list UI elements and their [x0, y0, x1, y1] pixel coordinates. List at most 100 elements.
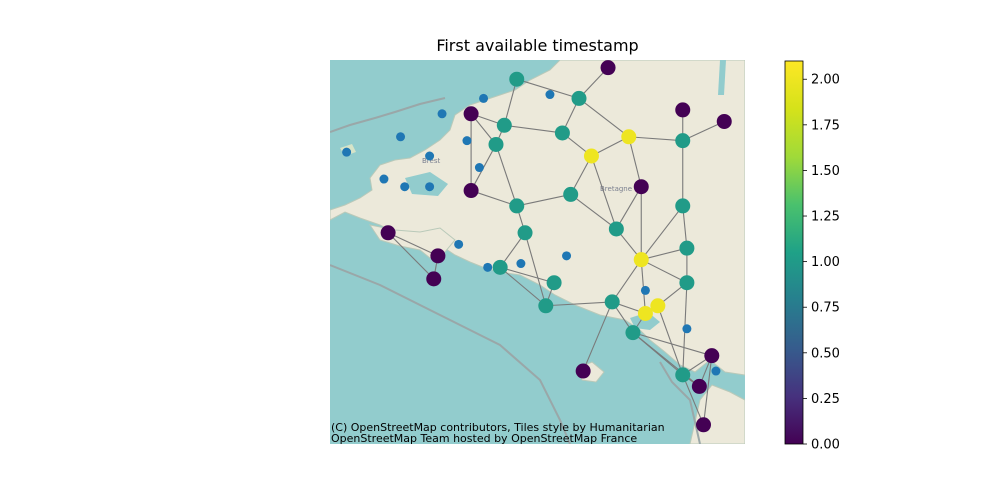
- network-node: [430, 248, 446, 264]
- unconnected-point: [640, 285, 650, 295]
- map-label-brest: Brest: [422, 157, 440, 165]
- network-edge: [582, 301, 613, 372]
- colorbar-tick-label: 0.50: [811, 346, 840, 361]
- network-node: [625, 325, 641, 341]
- unconnected-point: [682, 324, 692, 334]
- network-node: [538, 298, 554, 314]
- unconnected-point: [562, 251, 572, 261]
- network-edge: [682, 120, 725, 142]
- colorbar-tick-label: 0.75: [811, 301, 840, 316]
- network-edge: [499, 266, 547, 307]
- network-edge: [682, 374, 705, 426]
- map-label-bretagne: Bretagne: [600, 185, 632, 193]
- rance-estuary: [718, 60, 726, 95]
- network-node: [600, 60, 616, 76]
- network-node: [517, 225, 533, 241]
- network-edge: [641, 259, 688, 284]
- colorbar-tick-label: 1.00: [811, 255, 840, 270]
- network-node: [604, 294, 620, 310]
- unconnected-point: [545, 90, 555, 100]
- network-node: [675, 133, 691, 149]
- unconnected-point: [474, 163, 484, 173]
- network-node: [675, 367, 691, 383]
- network-edge: [702, 355, 713, 425]
- network-node: [426, 271, 442, 287]
- brittany-landmass: [330, 60, 745, 376]
- network-edge: [640, 205, 684, 261]
- network-edge: [504, 124, 563, 134]
- network-edge: [495, 144, 518, 207]
- network-node: [492, 259, 508, 275]
- network-node: [675, 102, 691, 118]
- maritime-boundary-north: [330, 97, 446, 133]
- network-edge: [524, 232, 547, 306]
- network-edge: [570, 193, 617, 230]
- network-node: [554, 125, 570, 141]
- unconnected-point: [711, 366, 721, 376]
- network-node: [691, 378, 707, 394]
- network-edge: [628, 136, 683, 142]
- colorbar-tick-label: 1.50: [811, 164, 840, 179]
- attribution-line-2: OpenStreetMap Team hosted by OpenStreetM…: [331, 432, 638, 445]
- network-node: [563, 186, 579, 202]
- unconnected-point: [425, 182, 435, 192]
- maritime-boundary: [330, 264, 571, 444]
- network-node: [675, 198, 691, 214]
- network-nodes: [380, 60, 732, 433]
- unconnected-point: [454, 239, 464, 249]
- network-edge: [578, 97, 630, 138]
- network-edge: [641, 247, 688, 261]
- network-node: [696, 417, 711, 433]
- network-edge: [516, 193, 571, 207]
- colorbar-tick-label: 0.25: [811, 392, 840, 407]
- network-node: [608, 221, 624, 237]
- network-node: [571, 90, 587, 106]
- network-edge: [615, 186, 642, 230]
- unconnected-point: [483, 262, 493, 272]
- maritime-boundary-south: [659, 361, 701, 444]
- unconnected-point: [516, 259, 526, 269]
- network-edge: [516, 78, 580, 99]
- colorbar-gradient: [784, 60, 804, 445]
- unconnected-point: [400, 182, 410, 192]
- colorbar-tick-label: 1.75: [811, 118, 840, 133]
- unconnected-point: [437, 109, 447, 119]
- network-node: [704, 348, 720, 364]
- network-edge: [499, 266, 555, 284]
- network-edge: [387, 232, 439, 257]
- network-node: [463, 106, 479, 122]
- network-node: [496, 117, 512, 133]
- unconnected-point: [396, 132, 406, 142]
- network-edge: [628, 136, 642, 187]
- unconnected-point: [462, 136, 472, 146]
- colorbar-tick-label: 0.00: [811, 438, 840, 453]
- network-node: [621, 129, 637, 145]
- network-edge: [503, 79, 518, 126]
- network-edge: [387, 232, 435, 280]
- colorbar-tick-label: 1.25: [811, 210, 840, 225]
- basemap: Brest Bretagne: [330, 60, 745, 444]
- figure-title: First available timestamp: [436, 36, 639, 55]
- network-node: [633, 179, 649, 195]
- network-edge: [611, 259, 642, 303]
- network-edge: [470, 190, 517, 207]
- unconnected-point: [379, 174, 389, 184]
- unconnected-point: [479, 93, 489, 103]
- network-node: [488, 136, 504, 152]
- colorbar: 0.00 0.25 0.50 0.75 1.00 1.25 1.50 1.75 2.00: [784, 60, 840, 453]
- network-edge: [632, 332, 712, 357]
- network-node: [575, 363, 591, 379]
- network-node: [509, 71, 525, 87]
- network-node: [637, 305, 653, 321]
- colorbar-tick-label: 2.00: [811, 73, 840, 88]
- network-node: [546, 275, 562, 291]
- network-node: [509, 198, 525, 214]
- network-node: [679, 240, 695, 256]
- map-attribution: (C) OpenStreetMap contributors, Tiles st…: [331, 422, 665, 444]
- attribution-line-1: (C) OpenStreetMap contributors, Tiles st…: [331, 421, 665, 434]
- unconnected-point: [425, 151, 435, 161]
- network-node: [463, 183, 479, 199]
- network-edge: [590, 155, 617, 230]
